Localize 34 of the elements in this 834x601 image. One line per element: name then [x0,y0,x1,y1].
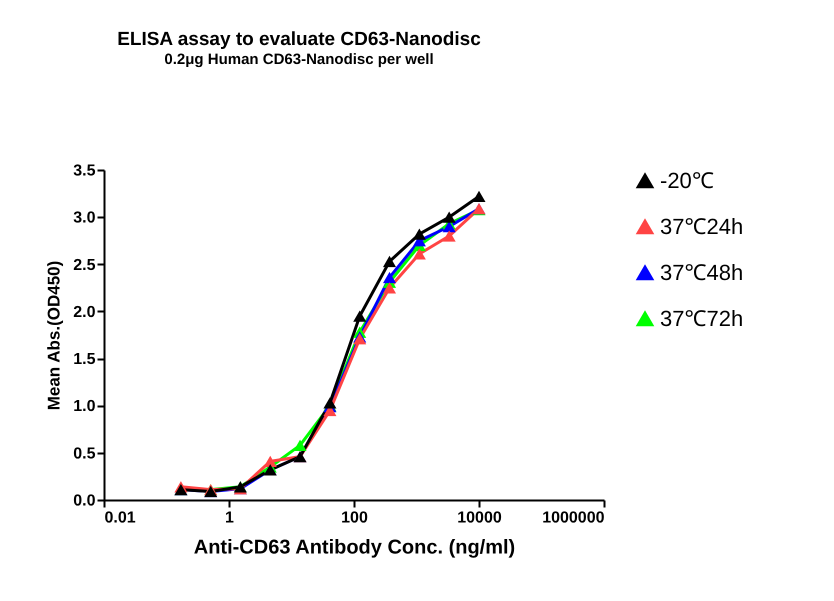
y-axis-title: Mean Abs.(OD450) [44,260,64,410]
y-tick-label: 0.5 [73,445,96,462]
x-axis-title: Anti-CD63 Antibody Conc. (ng/ml) [194,536,516,558]
point [294,440,307,451]
legend-label: 37℃48h [660,260,744,285]
chart-title: ELISA assay to evaluate CD63-Nanodisc [117,29,482,50]
point [412,248,426,260]
y-tick-label: 2.0 [73,304,96,321]
point [264,456,277,467]
y-tick-label: 3.5 [73,162,96,180]
point [382,272,396,284]
point [353,310,366,322]
y-tick-label: 3.0 [73,210,96,227]
x-tick-label: 100 [341,510,368,526]
point [412,228,426,240]
point [472,190,486,202]
point [442,220,456,232]
legend-label: 37℃24h [660,214,744,239]
point [442,211,456,223]
x-tick-label: 1 [225,510,234,526]
legend-label: 37℃72h [660,306,744,331]
point [323,397,336,409]
y-tick-label: 1.0 [73,398,96,416]
y-tick-label: 2.5 [73,256,96,274]
chart-subtitle: 0.2μg Human CD63-Nanodisc per well [164,51,434,68]
y-tick-label: 1.5 [73,351,96,368]
x-tick-label: 0.01 [104,510,136,526]
point [382,282,396,294]
y-tick-label: 0.0 [73,492,96,510]
point [382,256,396,268]
x-tick-label: 10000 [457,510,502,526]
point [442,230,456,242]
x-tick-label: 1000000 [542,510,605,526]
legend-label: -20℃ [660,168,714,193]
